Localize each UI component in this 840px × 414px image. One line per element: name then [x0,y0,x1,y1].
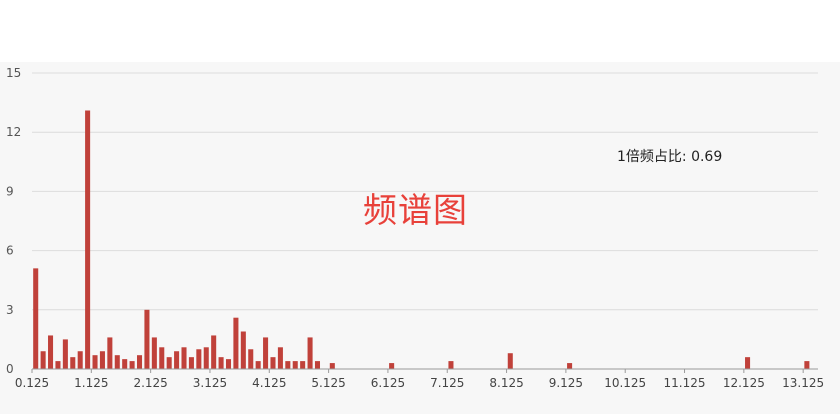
bar [292,361,298,369]
bar [85,110,91,369]
x-tick-label: 8.125 [489,376,523,390]
bar [248,349,254,369]
bar [448,361,454,369]
bar [136,355,143,369]
x-tick-label: 12.125 [723,376,765,390]
bar [70,357,76,369]
bar [255,361,261,369]
bar [196,349,202,369]
bar [225,359,232,369]
bar [99,351,105,369]
x-tick-label: 6.125 [371,376,405,390]
bar [307,337,313,369]
bar [174,351,180,369]
bar [48,335,54,369]
y-tick-label: 0 [6,362,14,376]
bar [151,337,157,369]
bar [166,357,172,369]
bar [218,357,224,369]
x-tick-label: 10.125 [604,376,646,390]
bar [188,357,194,369]
bar [804,361,810,369]
bar [329,363,335,369]
y-tick-label: 15 [6,66,21,80]
x-tick-label: 1.125 [74,376,108,390]
bar [114,355,120,369]
bars [33,110,810,369]
bar [300,361,306,369]
x-tick-label: 2.125 [133,376,167,390]
bar [92,355,98,369]
bar [567,363,573,369]
bar [233,317,239,369]
bar [263,337,269,369]
bar [77,351,83,369]
bar [277,347,283,369]
x-tick-label: 0.125 [15,376,49,390]
bar [240,331,246,369]
axes: 0 3 6 9 12 15 0.125 1.125 2.125 3.125 4.125 5.125 6.… [6,66,824,390]
y-tick-label: 12 [6,125,21,139]
bar [55,361,61,369]
x-tick-label: 9.125 [549,376,583,390]
bar [122,359,128,369]
bar [181,347,187,369]
bar [270,357,276,369]
bar [203,347,209,369]
bar [40,351,46,369]
x-tick-label: 13.125 [782,376,824,390]
bar [129,361,135,369]
bar [507,353,513,369]
x-tick-label: 3.125 [193,376,227,390]
x-tick-label: 5.125 [311,376,345,390]
y-tick-label: 6 [6,244,14,258]
gridlines [32,72,818,311]
x-tick-label: 7.125 [430,376,464,390]
bar [745,357,751,369]
bar [33,268,39,369]
chart-title: 频谱图 [363,191,468,231]
bar [144,309,150,369]
bar [389,363,395,369]
bar [211,335,217,369]
bar [159,347,165,369]
bar [107,337,113,369]
x-tick-label: 4.125 [252,376,286,390]
bar [62,339,68,369]
bar [285,361,291,369]
x-tick-label: 11.125 [664,376,706,390]
y-tick-label: 3 [6,303,14,317]
y-tick-label: 9 [6,184,14,198]
harmonic-ratio-annotation: 1倍频占比: 0.69 [617,149,723,165]
bar [314,361,321,369]
